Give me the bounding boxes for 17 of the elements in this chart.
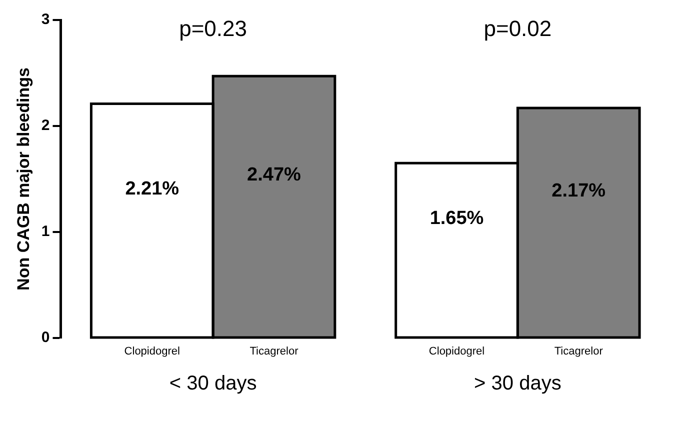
- text: Clopidogrel: [428, 346, 485, 358]
- series-label: Ticagrelor: [250, 346, 299, 358]
- y-tick-label: 1: [41, 223, 50, 240]
- data-label: 2.17%: [552, 180, 606, 202]
- annotation: p=0.23: [179, 16, 248, 42]
- y-tick-label: 0: [41, 329, 50, 346]
- annotation: p=0.02: [484, 16, 552, 42]
- y-tick-label: 3: [41, 11, 50, 28]
- x-tick-label: < 30 days: [169, 372, 257, 395]
- y-axis-title: Non CAGB major bleedings: [14, 68, 33, 290]
- data-label: 1.65%: [430, 208, 484, 229]
- data-label: 2.21%: [125, 178, 180, 200]
- data-label: 2.47%: [247, 164, 302, 186]
- series-label: Clopidogrel: [124, 346, 180, 358]
- y-tick-label: 2: [41, 117, 50, 134]
- text: Ticagrelor: [554, 346, 603, 358]
- x-tick-label: > 30 days: [474, 372, 562, 395]
